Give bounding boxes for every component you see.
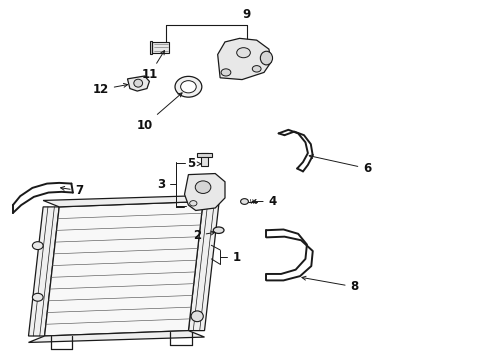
Ellipse shape bbox=[134, 79, 142, 87]
Ellipse shape bbox=[252, 66, 261, 72]
Text: 2: 2 bbox=[192, 229, 214, 242]
Ellipse shape bbox=[236, 48, 250, 58]
Text: 11: 11 bbox=[141, 51, 164, 81]
Text: 9: 9 bbox=[243, 8, 250, 21]
Text: 8: 8 bbox=[301, 276, 358, 293]
Text: 5: 5 bbox=[186, 157, 201, 170]
Polygon shape bbox=[127, 76, 149, 91]
Polygon shape bbox=[150, 41, 152, 54]
Polygon shape bbox=[217, 39, 271, 80]
Polygon shape bbox=[152, 42, 168, 53]
Text: 10: 10 bbox=[136, 93, 182, 132]
Text: 3: 3 bbox=[157, 178, 165, 191]
Ellipse shape bbox=[240, 199, 248, 204]
Polygon shape bbox=[184, 174, 224, 211]
Ellipse shape bbox=[195, 181, 210, 193]
Polygon shape bbox=[197, 153, 211, 157]
Ellipse shape bbox=[175, 76, 202, 97]
Polygon shape bbox=[188, 202, 219, 330]
Text: 7: 7 bbox=[61, 184, 83, 197]
Ellipse shape bbox=[180, 81, 196, 93]
Text: 12: 12 bbox=[92, 83, 127, 96]
Text: 1: 1 bbox=[233, 251, 241, 264]
Text: 4: 4 bbox=[252, 195, 276, 208]
Ellipse shape bbox=[32, 293, 43, 301]
Ellipse shape bbox=[191, 311, 203, 321]
Ellipse shape bbox=[32, 242, 43, 249]
Polygon shape bbox=[200, 153, 207, 166]
Polygon shape bbox=[28, 207, 59, 336]
Ellipse shape bbox=[221, 69, 230, 76]
Polygon shape bbox=[44, 202, 203, 336]
Ellipse shape bbox=[189, 201, 197, 206]
Polygon shape bbox=[43, 195, 219, 207]
Polygon shape bbox=[28, 330, 204, 342]
Ellipse shape bbox=[213, 227, 224, 233]
Text: 6: 6 bbox=[308, 155, 371, 175]
Ellipse shape bbox=[260, 51, 272, 65]
